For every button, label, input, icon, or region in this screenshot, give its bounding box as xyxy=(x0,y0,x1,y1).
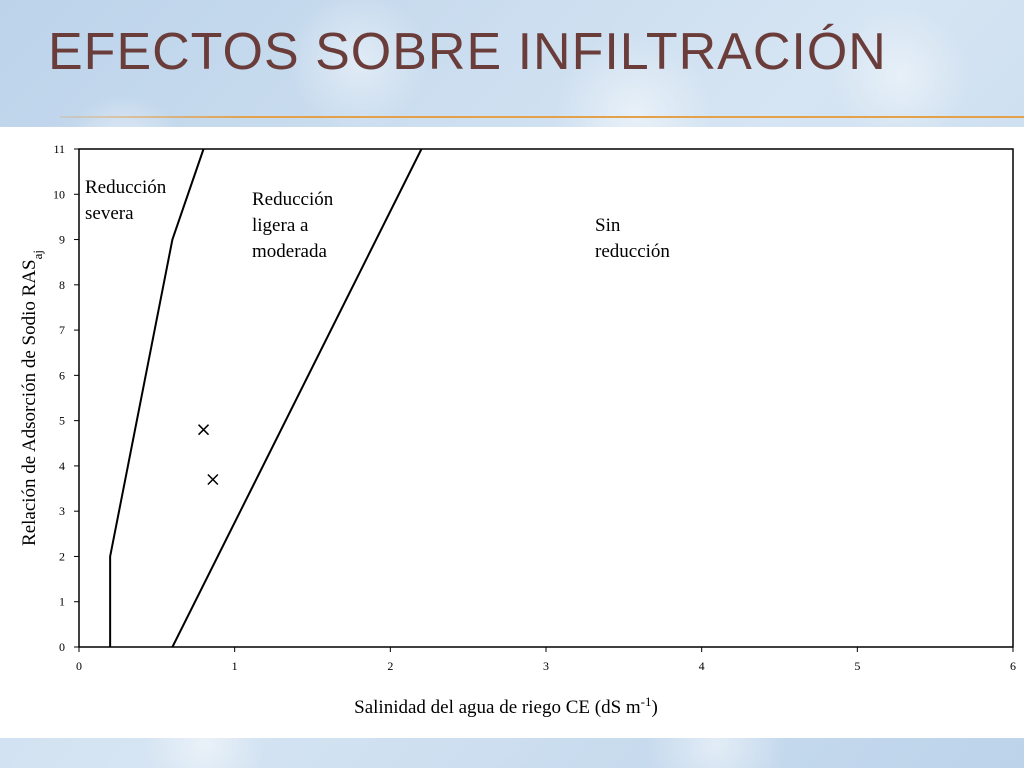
region-label-moderate-line3: moderada xyxy=(252,241,327,262)
y-tick-label: 0 xyxy=(59,640,65,654)
x-tick-label: 3 xyxy=(543,659,549,673)
data-point-1 xyxy=(198,424,210,436)
x-tick-label: 2 xyxy=(387,659,393,673)
y-tick-label: 11 xyxy=(53,142,65,156)
data-markers xyxy=(198,424,219,486)
x-axis-title-sup: -1 xyxy=(641,694,652,709)
boundary-line-1 xyxy=(109,148,205,647)
y-tick-label: 5 xyxy=(59,414,65,428)
region-label-severe: Reducción severa xyxy=(85,177,171,224)
y-tick-label: 1 xyxy=(59,595,65,609)
y-axis-title-sub: aj xyxy=(30,250,45,259)
x-axis-title-end: ) xyxy=(652,697,658,718)
region-label-severe-line1: Reducción xyxy=(85,177,167,198)
region-label-moderate-line2: ligera a xyxy=(252,215,309,236)
y-tick-label: 4 xyxy=(59,459,65,473)
y-tick-label: 8 xyxy=(59,278,65,292)
y-axis-title-text: Relación de Adsorción de Sodio RAS xyxy=(19,259,40,546)
boundary-line-2 xyxy=(171,148,423,648)
x-tick-label: 4 xyxy=(699,659,705,673)
region-label-moderate-line1: Reducción xyxy=(252,189,334,210)
title-divider xyxy=(60,116,1024,118)
region-label-none-line2: reducción xyxy=(595,241,670,262)
boundary-lines xyxy=(109,148,423,648)
region-label-none: Sin reducción xyxy=(595,215,670,262)
y-tick-label: 7 xyxy=(59,323,65,337)
region-label-moderate: Reducción ligera a moderada xyxy=(252,189,338,262)
x-tick-label: 5 xyxy=(854,659,860,673)
y-tick-label: 2 xyxy=(59,549,65,563)
x-tick-label: 6 xyxy=(1010,659,1016,673)
x-axis-ticks: 0 1 2 3 4 5 6 xyxy=(76,647,1016,673)
y-tick-label: 9 xyxy=(59,233,65,247)
y-tick-label: 6 xyxy=(59,368,65,382)
data-point-2 xyxy=(207,473,219,486)
region-label-severe-line2: severa xyxy=(85,203,134,224)
data-point-stroke xyxy=(198,424,210,436)
plot-frame xyxy=(78,148,1014,648)
y-tick-label: 10 xyxy=(53,187,65,201)
data-point-stroke xyxy=(207,473,219,486)
x-tick-label: 1 xyxy=(232,659,238,673)
x-axis-title-text: Salinidad del agua de riego CE (dS m xyxy=(354,697,641,718)
x-axis-title: Salinidad del agua de riego CE (dS m-1) xyxy=(354,694,658,718)
slide-title: EFECTOS SOBRE INFILTRACIÓN xyxy=(48,23,887,81)
y-axis-title: Relación de Adsorción de Sodio RASaj xyxy=(19,250,45,546)
x-tick-label: 0 xyxy=(76,659,82,673)
y-tick-label: 3 xyxy=(59,504,65,518)
region-label-none-line1: Sin xyxy=(595,215,621,236)
y-axis-ticks: 0 1 2 3 4 5 6 7 8 9 10 11 xyxy=(53,142,79,654)
